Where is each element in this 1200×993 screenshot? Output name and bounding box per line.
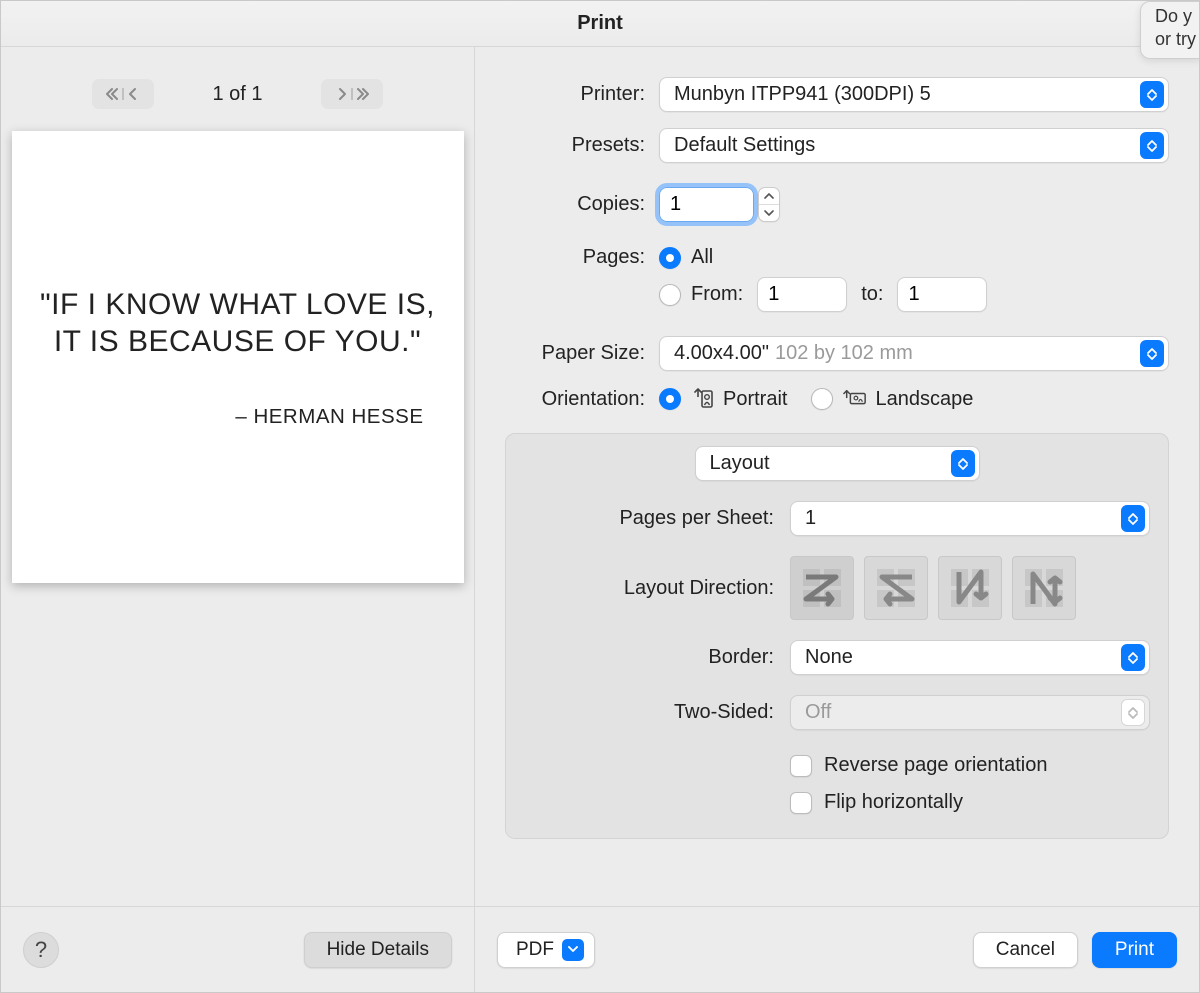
layout-direction-z-button[interactable] [790,556,854,620]
orientation-label: Orientation: [505,388,659,411]
two-sided-value: Off [805,701,831,724]
layout-direction-s-button[interactable] [864,556,928,620]
pages-all-radio[interactable] [659,247,681,269]
reverse-orientation-label: Reverse page orientation [824,754,1047,777]
printer-value: Munbyn ITPP941 (300DPI) 5 [674,83,931,106]
copies-label: Copies: [505,193,659,216]
document-quote: "IF I KNOW WHAT LOVE IS, IT IS BECAUSE O… [40,286,436,361]
pages-per-sheet-select[interactable]: 1 [790,501,1150,536]
paper-size-subvalue: 102 by 102 mm [775,342,913,365]
print-button[interactable]: Print [1092,932,1177,968]
background-tooltip-fragment: Do y or try [1140,1,1200,59]
pages-all-label: All [691,246,713,269]
pages-range-radio[interactable] [659,284,681,306]
help-button[interactable]: ? [23,932,59,968]
pages-per-sheet-label: Pages per Sheet: [524,507,790,530]
settings-pane: Printer: Munbyn ITPP941 (300DPI) 5 Prese… [475,47,1199,992]
pages-to-input[interactable] [897,277,987,312]
stepper-down-icon [759,205,779,221]
preview-pane: 1 of 1 "IF I KNOW WHAT LOVE IS, IT IS BE… [1,47,475,992]
orientation-landscape-radio[interactable] [811,388,833,410]
updown-icon [951,450,975,477]
first-prev-page-button[interactable] [92,79,154,109]
presets-label: Presets: [505,134,659,157]
window-title: Print [1,1,1199,47]
border-value: None [805,646,853,669]
panel-section-value: Layout [710,452,770,475]
orientation-portrait-label: Portrait [723,388,787,411]
next-last-page-button[interactable] [321,79,383,109]
pages-per-sheet-value: 1 [805,507,816,530]
updown-icon [1140,81,1164,108]
pages-from-label: From: [691,283,743,306]
portrait-icon [691,387,715,411]
orientation-portrait-radio[interactable] [659,388,681,410]
print-preview-page: "IF I KNOW WHAT LOVE IS, IT IS BECAUSE O… [12,131,464,583]
layout-direction-group [790,556,1076,620]
printer-select[interactable]: Munbyn ITPP941 (300DPI) 5 [659,77,1169,112]
presets-select[interactable]: Default Settings [659,128,1169,163]
updown-icon [1140,132,1164,159]
page-indicator: 1 of 1 [212,83,262,106]
updown-icon [1140,340,1164,367]
layout-direction-n-down-button[interactable] [938,556,1002,620]
window-title-text: Print [577,12,623,35]
paper-size-value: 4.00x4.00" [674,342,769,365]
updown-icon [1121,644,1145,671]
pages-label: Pages: [505,246,659,269]
pages-to-label: to: [861,283,883,306]
stepper-up-icon [759,188,779,204]
paper-size-label: Paper Size: [505,342,659,365]
pages-from-input[interactable] [757,277,847,312]
flip-horizontal-checkbox[interactable] [790,792,812,814]
two-sided-select: Off [790,695,1150,730]
two-sided-label: Two-Sided: [524,701,790,724]
panel-section-select[interactable]: Layout [695,446,980,481]
cancel-button[interactable]: Cancel [973,932,1078,968]
updown-icon [1121,699,1145,726]
layout-direction-label: Layout Direction: [524,577,790,600]
updown-icon [1121,505,1145,532]
layout-panel: Layout Pages per Sheet: 1 [505,433,1169,839]
orientation-landscape-label: Landscape [875,388,973,411]
chevron-down-icon [562,939,584,961]
hide-details-button[interactable]: Hide Details [304,932,452,968]
copies-input[interactable] [659,187,754,222]
pdf-menu-button[interactable]: PDF [497,932,595,968]
reverse-orientation-checkbox[interactable] [790,755,812,777]
landscape-icon [843,387,867,411]
border-select[interactable]: None [790,640,1150,675]
copies-stepper[interactable] [758,187,780,222]
print-dialog: Print Do y or try 1 of 1 [0,0,1200,993]
layout-direction-n-button[interactable] [1012,556,1076,620]
document-author: – HERMAN HESSE [40,405,436,429]
presets-value: Default Settings [674,134,815,157]
border-label: Border: [524,646,790,669]
paper-size-select[interactable]: 4.00x4.00" 102 by 102 mm [659,336,1169,371]
printer-label: Printer: [505,83,659,106]
flip-horizontal-label: Flip horizontally [824,791,963,814]
